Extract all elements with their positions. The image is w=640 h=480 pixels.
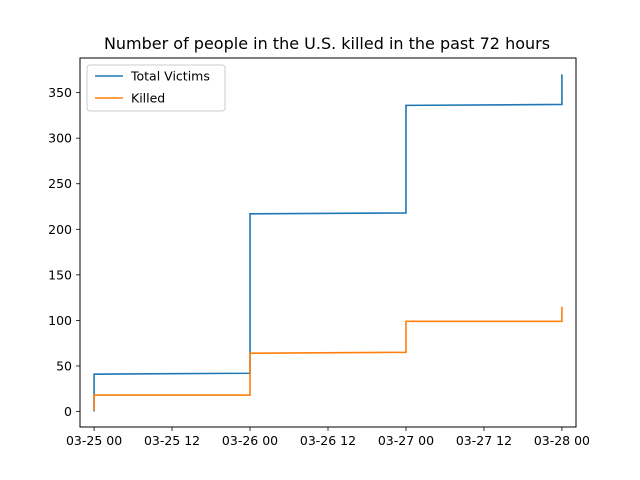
chart-title: Number of people in the U.S. killed in t… — [104, 34, 550, 53]
legend-label: Killed — [131, 91, 165, 106]
legend: Total Victims Killed — [86, 64, 226, 112]
x-tick-label: 03-25 12 — [144, 433, 200, 448]
plot-frame — [79, 57, 577, 428]
series-layer — [93, 74, 563, 412]
y-tick-label: 350 — [48, 85, 72, 100]
y-tick-label: 50 — [56, 358, 72, 373]
series-line-killed — [93, 306, 563, 411]
y-axis: 0 50 100 150 200 250 300 350 — [48, 85, 80, 419]
y-tick-label: 200 — [48, 222, 72, 237]
x-tick-label: 03-26 00 — [222, 433, 278, 448]
x-axis: 03-25 00 03-25 12 03-26 00 03-26 12 03-27 00… — [66, 427, 590, 448]
x-tick-label: 03-27 00 — [378, 433, 434, 448]
x-tick-label: 03-27 12 — [456, 433, 512, 448]
series-line-total-victims — [93, 74, 563, 412]
y-tick-label: 150 — [48, 267, 72, 282]
x-tick-label: 03-28 00 — [534, 433, 590, 448]
y-tick-label: 100 — [48, 313, 72, 328]
x-tick-label: 03-26 12 — [300, 433, 356, 448]
y-tick-label: 250 — [48, 176, 72, 191]
legend-label: Total Victims — [130, 69, 210, 84]
y-tick-label: 300 — [48, 131, 72, 146]
y-tick-label: 0 — [64, 404, 72, 419]
x-tick-label: 03-25 00 — [66, 433, 122, 448]
